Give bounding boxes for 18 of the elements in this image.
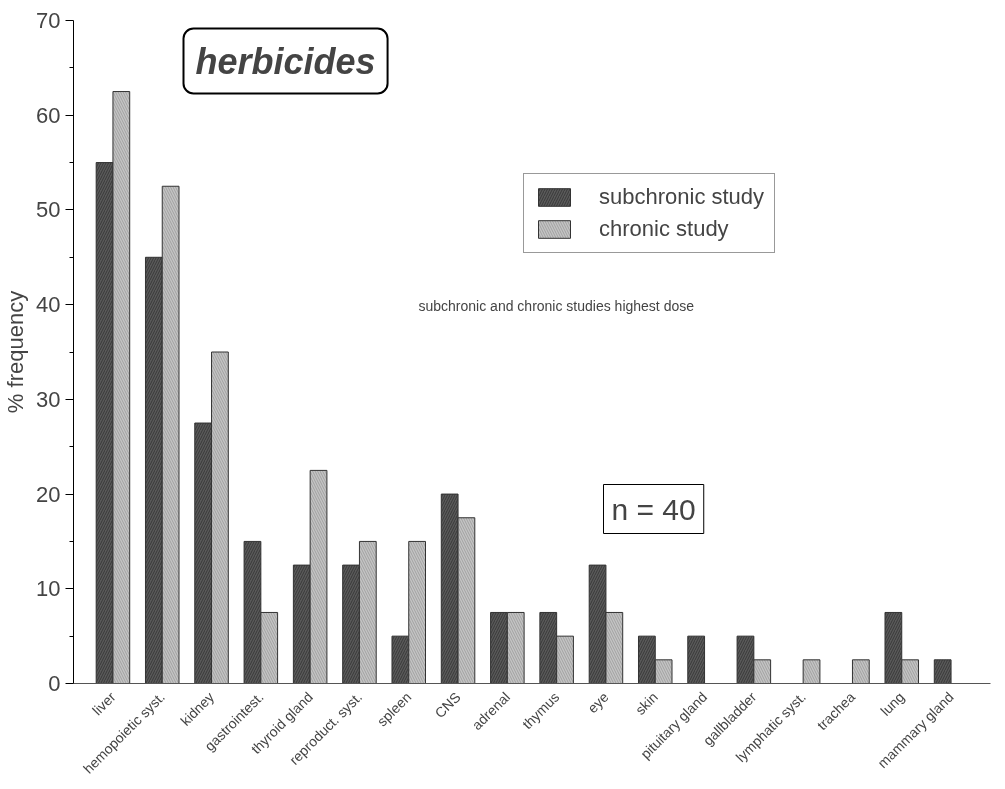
x-tick-label: eye (584, 688, 612, 717)
annotation: subchronic and chronic studies highest dose (418, 297, 695, 314)
y-tick-label: 70 (36, 8, 61, 33)
text: herbicides (195, 40, 376, 82)
y-tick-label: 30 (36, 386, 61, 412)
y-tick-label: 0 (48, 671, 61, 696)
y-axis-title: % frequency (3, 290, 29, 414)
legend-label: subchronic study (599, 184, 765, 210)
x-tick-label: skin (631, 688, 661, 718)
y-tick-label: 10 (36, 576, 61, 602)
y-tick-label: 60 (36, 102, 61, 128)
x-tick-label: liver (89, 688, 119, 719)
y-tick-label: 50 (36, 197, 61, 223)
legend-label: chronic study (599, 216, 729, 242)
y-tick-label: 20 (36, 481, 61, 507)
y-tick-label: 40 (36, 292, 61, 318)
annotation: n = 40 (611, 492, 696, 526)
x-tick-label: lung (877, 688, 908, 719)
